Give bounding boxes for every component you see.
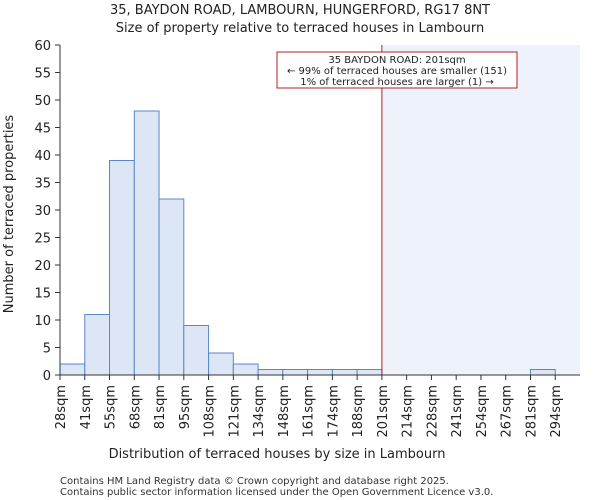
y-tick-label-50: 50 (34, 94, 51, 109)
chart-subtitle: Size of property relative to terraced ho… (116, 21, 484, 36)
x-tick-label-41sqm: 41sqm (79, 385, 94, 429)
y-tick-label-5: 5 (43, 342, 51, 357)
y-tick-label-25: 25 (34, 232, 51, 247)
highlight-region (381, 45, 580, 375)
x-axis-label: Distribution of terraced houses by size … (109, 447, 446, 462)
x-tick-label-81sqm: 81sqm (153, 385, 168, 429)
x-tick-label-254sqm: 254sqm (475, 385, 490, 438)
bar-188sqm (356, 369, 383, 376)
y-tick-label-15: 15 (34, 287, 51, 302)
x-tick-label-294sqm: 294sqm (549, 385, 564, 438)
x-tick-label-214sqm: 214sqm (401, 385, 416, 438)
x-ticks: 28sqm 41sqm 55sqm 68sqm 81sqm 95sqm 108sqm 121s… (54, 375, 564, 438)
y-axis-label: Number of terraced properties (2, 115, 17, 314)
bar-121sqm (232, 363, 259, 376)
chart-title: 35, BAYDON ROAD, LAMBOURN, HUNGERFORD, R… (110, 3, 490, 18)
x-tick-label-161sqm: 161sqm (302, 385, 317, 438)
x-tick-label-241sqm: 241sqm (450, 385, 465, 438)
x-tick-label-55sqm: 55sqm (104, 385, 119, 429)
y-tick-label-45: 45 (34, 122, 51, 137)
y-tick-label-60: 60 (34, 39, 51, 54)
x-tick-label-95sqm: 95sqm (178, 385, 193, 429)
bar-68sqm (133, 110, 160, 376)
bar-41sqm (84, 314, 111, 376)
y-tick-label-30: 30 (34, 204, 51, 219)
y-tick-label-55: 55 (34, 67, 51, 82)
bar-55sqm (109, 160, 135, 376)
y-tick-label-10: 10 (34, 314, 51, 329)
bar-134sqm (257, 369, 284, 376)
y-tick-label-40: 40 (34, 149, 51, 164)
x-tick-label-28sqm: 28sqm (54, 385, 69, 429)
y-ticks: 0 5 10 15 20 25 30 35 40 45 50 55 60 (34, 39, 60, 384)
x-tick-label-228sqm: 228sqm (425, 385, 440, 438)
bar-28sqm (59, 363, 86, 376)
y-tick-label-20: 20 (34, 259, 51, 274)
annotation-box: 35 BAYDON ROAD: 201sqm ← 99% of terraced… (276, 51, 518, 89)
annotation-frame (276, 51, 518, 89)
bar-108sqm (208, 352, 234, 376)
annotation-line-1: 35 BAYDON ROAD: 201sqm (328, 55, 465, 66)
bar-281sqm (529, 369, 556, 376)
larger-region-highlight (381, 45, 580, 375)
footer-line-2: Contains public sector information licen… (60, 487, 493, 498)
bar-174sqm (331, 369, 358, 376)
x-tick-label-108sqm: 108sqm (203, 385, 218, 438)
x-tick-label-267sqm: 267sqm (500, 385, 515, 438)
bars (59, 110, 556, 376)
bar-161sqm (307, 369, 333, 376)
x-tick-label-281sqm: 281sqm (524, 385, 539, 438)
annotation-line-3: 1% of terraced houses are larger (1) → (300, 77, 494, 88)
x-tick-label-174sqm: 174sqm (326, 385, 341, 438)
y-tick-label-35: 35 (34, 177, 51, 192)
bar-148sqm (282, 369, 309, 376)
y-tick-label-0: 0 (43, 369, 51, 384)
x-tick-label-134sqm: 134sqm (252, 385, 267, 438)
annotation-line-2: ← 99% of terraced houses are smaller (15… (287, 66, 507, 77)
footer-line-1: Contains HM Land Registry data © Crown c… (60, 476, 449, 487)
bar-81sqm (158, 198, 185, 376)
x-tick-label-188sqm: 188sqm (351, 385, 366, 438)
x-tick-label-148sqm: 148sqm (277, 385, 292, 438)
x-tick-label-201sqm: 201sqm (376, 385, 391, 438)
x-tick-label-68sqm: 68sqm (128, 385, 143, 429)
bar-95sqm (183, 325, 210, 376)
x-tick-label-121sqm: 121sqm (227, 385, 242, 438)
